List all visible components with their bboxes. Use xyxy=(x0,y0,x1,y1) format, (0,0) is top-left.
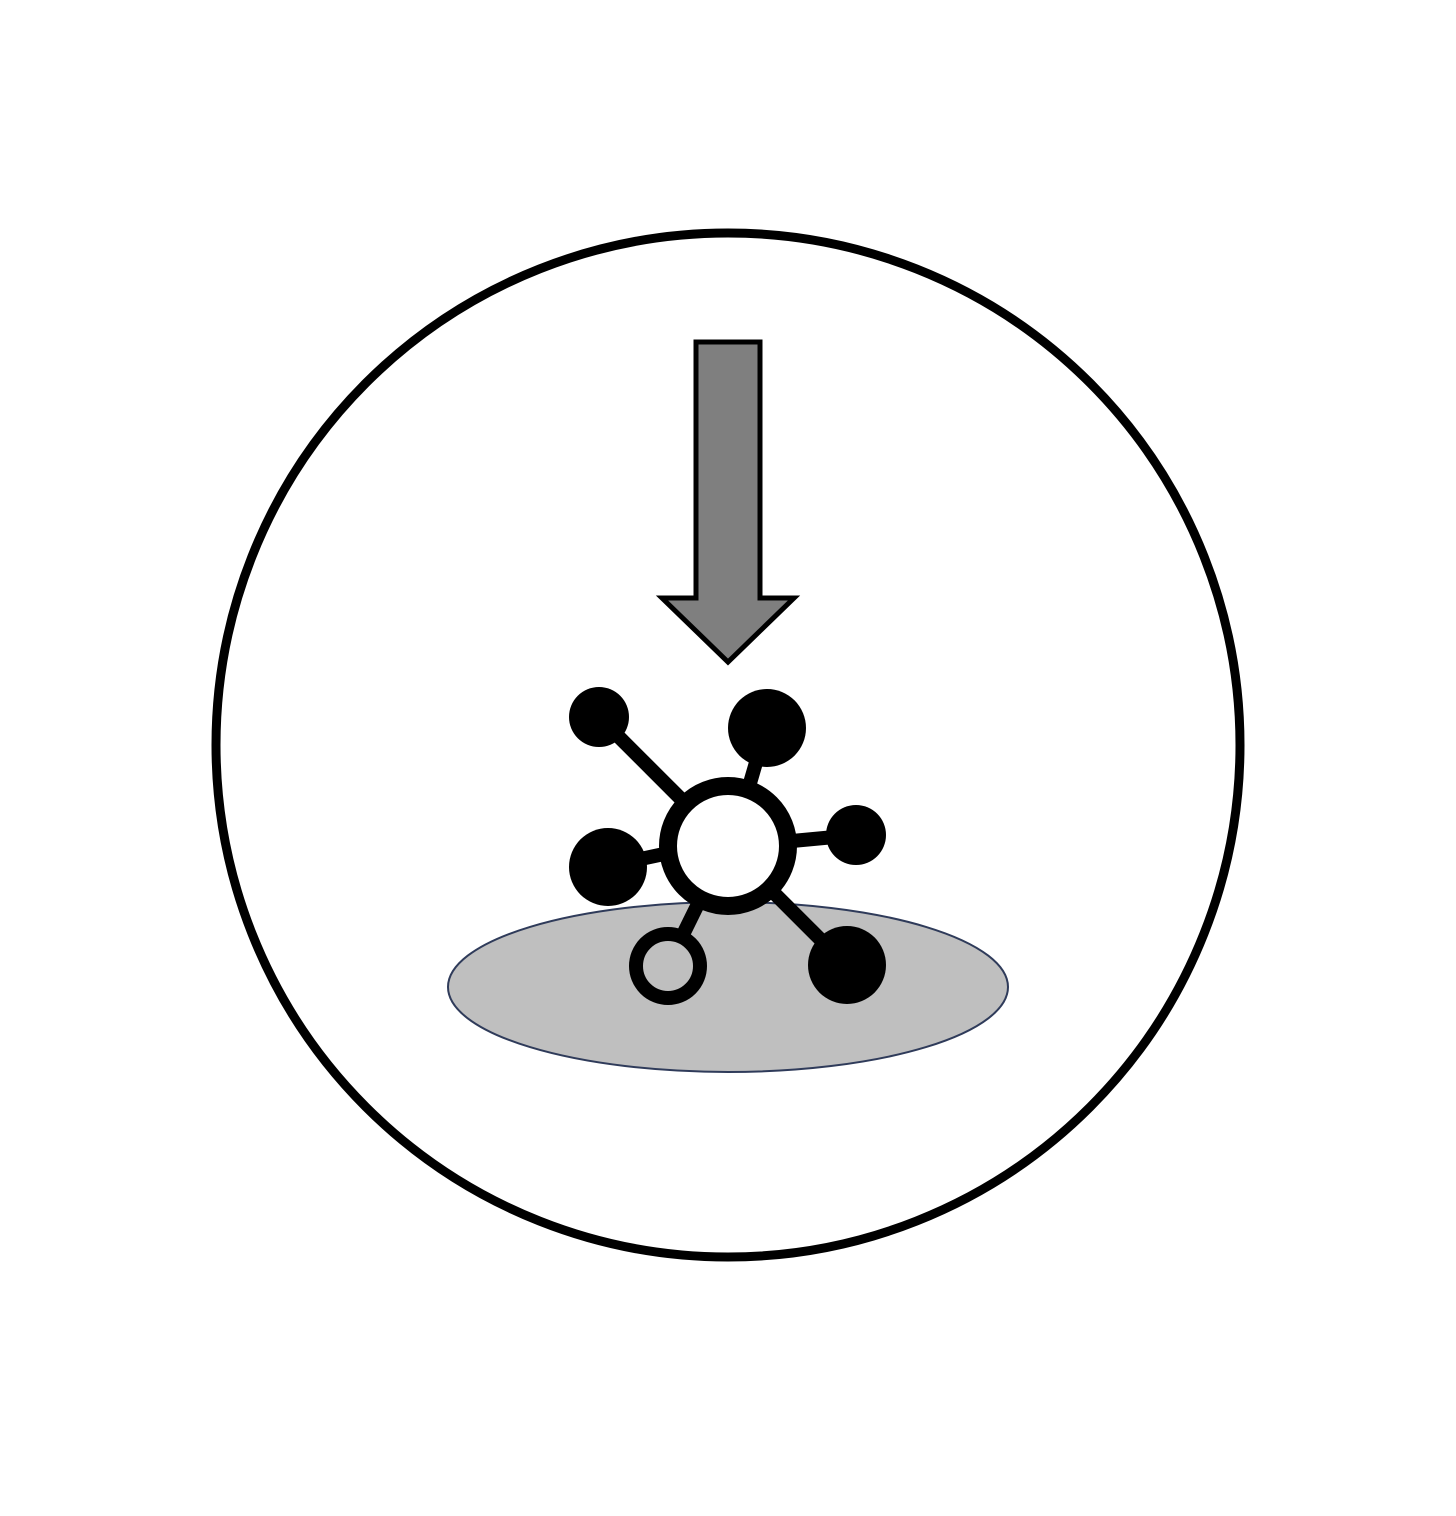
atom-top-left xyxy=(569,687,629,747)
molecule-icon xyxy=(569,687,886,1005)
molecule-hub xyxy=(659,777,797,915)
surface-ellipse xyxy=(447,901,1009,1073)
atom-right xyxy=(826,805,886,865)
atom-bottom-right xyxy=(808,926,886,1004)
atom-top-right xyxy=(728,689,806,767)
atom-left xyxy=(569,828,647,906)
down-arrow-icon xyxy=(655,339,801,666)
atom-bottom-left-ring xyxy=(629,927,707,1005)
